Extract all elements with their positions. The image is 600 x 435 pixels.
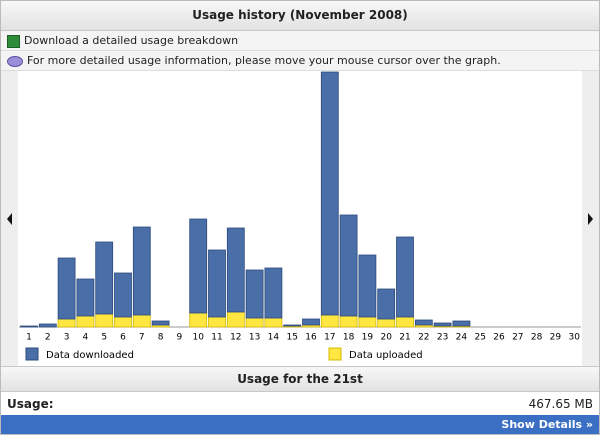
bar-segment [302,318,320,326]
mouse-icon [7,55,23,67]
bar-segment [264,317,283,328]
bar-segment [320,314,339,328]
download-row[interactable]: Download a detailed usage breakdown [1,31,599,51]
bar-segment [339,214,358,317]
x-tick-label: 29 [550,333,562,343]
x-tick-label: 3 [64,333,70,343]
bar-segment [208,249,226,318]
bar-segment [264,267,283,319]
bar-segment [358,316,377,328]
legend-label: Data downloaded [46,350,134,361]
x-tick-label: 2 [45,333,51,343]
x-tick-label: 5 [101,333,107,343]
bar-segment [20,325,38,328]
usage-label: Usage: [7,397,54,411]
bar-segment [452,320,471,327]
x-tick-label: 7 [139,333,145,343]
bar-segment [245,269,264,319]
bar-segment [377,288,396,320]
x-tick-label: 20 [380,333,392,343]
panel-title: Usage history (November 2008) [1,1,599,31]
x-tick-label: 6 [120,333,126,343]
bar-segment [76,315,95,328]
x-tick-label: 30 [568,333,580,343]
legend-label: Data uploaded [349,350,423,361]
bar-segment [320,71,339,316]
bar-segment [189,218,208,314]
bar-segment [189,312,208,328]
x-tick-label: 4 [83,333,89,343]
bar-segment [95,241,114,315]
x-tick-label: 1 [26,333,32,343]
right-arrow[interactable] [588,213,593,225]
excel-icon [7,34,20,48]
show-details-button[interactable]: Show Details » [501,418,593,431]
bar-segment [433,322,452,327]
x-tick-label: 23 [437,333,448,343]
x-tick-label: 14 [268,333,280,343]
bar-segment [396,236,414,318]
bar-segment [76,278,95,317]
x-tick-label: 26 [493,333,505,343]
chart: 1 2 3 4 5 6 7 8 9 10 11 12 13 14 15 16 17 18 19 20 21 22 23 24 2… [1,71,599,366]
x-tick-label: 16 [305,333,317,343]
x-tick-label: 19 [362,333,374,343]
info-row: For more detailed usage information, ple… [1,51,599,71]
bar-segment [57,318,76,328]
bar-segment [95,313,114,328]
bar-segment [226,311,245,328]
x-tick-label: 22 [418,333,429,343]
x-tick-label: 17 [324,333,335,343]
summary-row: Usage: 467.65 MB [1,392,599,416]
x-tick-label: 8 [158,333,164,343]
x-tick-label: 18 [343,333,355,343]
x-tick-label: 25 [474,333,485,343]
bar-segment [38,323,57,328]
x-tick-label: 10 [192,333,204,343]
bar-segment [283,324,302,327]
x-tick-label: 15 [286,333,297,343]
bar-segment [339,315,358,328]
x-tick-label: 28 [531,333,543,343]
x-tick-label: 21 [399,333,410,343]
x-tick-label: 9 [177,333,183,343]
bar-segment [396,316,414,328]
x-tick-label: 12 [230,333,241,343]
bar-segment [208,316,226,328]
bar-segment [132,226,151,316]
legend-swatch [25,347,39,361]
bar-segment [114,272,132,318]
bar-segment [132,314,151,328]
bar-segment [358,254,377,318]
bar-segment [114,316,132,328]
usage-value: 467.65 MB [528,397,593,411]
bar-segment [414,319,433,326]
x-tick-label: 24 [456,333,468,343]
x-tick-label: 11 [211,333,222,343]
legend-swatch [328,347,342,361]
bar-segment [57,257,76,320]
bar-segment [151,320,170,326]
x-tick-label: 13 [249,333,260,343]
bar-segment [245,317,264,328]
bar-segment [377,318,396,328]
show-details-bar: Show Details » [1,415,599,434]
summary-title: Usage for the 21st [1,366,599,392]
download-link[interactable]: Download a detailed usage breakdown [24,34,239,47]
bar-segment [226,227,245,313]
info-text: For more detailed usage information, ple… [27,54,501,67]
x-tick-label: 27 [512,333,523,343]
left-arrow[interactable] [7,213,12,225]
